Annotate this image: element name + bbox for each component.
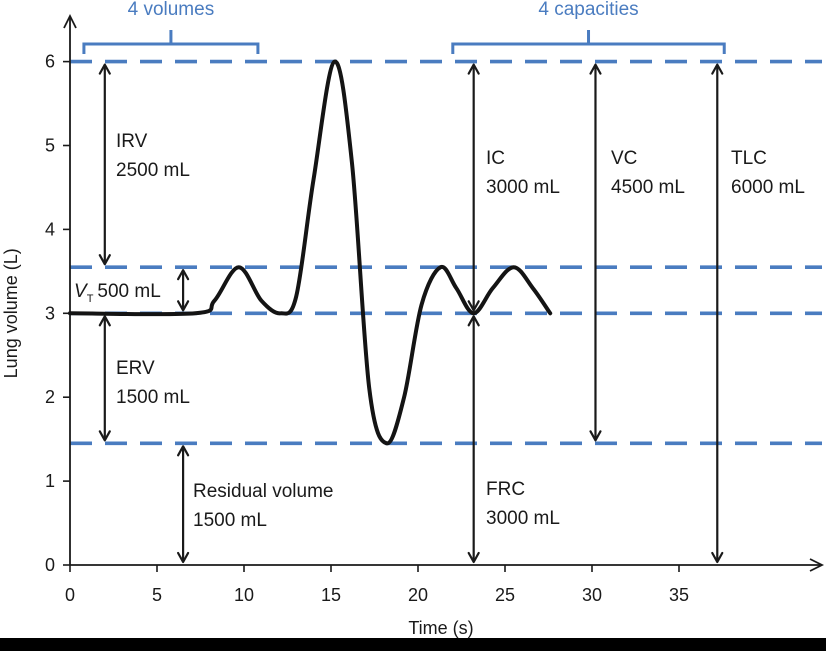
volumes-title: 4 volumes (128, 0, 215, 20)
erv-arrow-head-top (98, 315, 111, 327)
vc-arrow-head-bottom (589, 430, 602, 442)
y-tick-label: 4 (45, 219, 55, 239)
y-tick-label: 6 (45, 52, 55, 72)
vc-name: VC (611, 148, 637, 169)
y-tick-label: 5 (45, 136, 55, 156)
vt-label: VT 500 mL (74, 281, 161, 305)
vt-arrow-head-bottom (177, 300, 190, 312)
vt-arrow-head-top (177, 269, 190, 281)
volumes-bracket (82, 30, 260, 54)
irv-arrow-head-bottom (98, 254, 111, 266)
vt-value: 500 mL (97, 281, 160, 302)
frc-name: FRC (486, 479, 525, 500)
x-axis-arrow (809, 558, 825, 572)
ic-arrow-head-bottom (467, 300, 480, 312)
ic-value: 3000 mL (486, 177, 560, 198)
x-tick-label: 35 (669, 585, 689, 605)
x-axis-title: Time (s) (408, 618, 473, 638)
x-tick-label: 10 (234, 585, 254, 605)
erv-value: 1500 mL (116, 387, 190, 408)
y-axis-arrow (63, 13, 77, 29)
x-tick-label: 20 (408, 585, 428, 605)
erv-name: ERV (116, 358, 155, 379)
capacities-bracket (451, 30, 726, 54)
irv-name: IRV (116, 131, 148, 152)
irv-arrow-head-top (98, 63, 111, 75)
y-axis-title: Lung volume (L) (1, 248, 21, 378)
irv-value: 2500 mL (116, 160, 190, 181)
rv-name: Residual volume (193, 481, 333, 502)
ic-name: IC (486, 148, 505, 169)
x-tick-label: 30 (582, 585, 602, 605)
x-tick-label: 25 (495, 585, 515, 605)
tlc-value: 6000 mL (731, 177, 805, 198)
tlc-name: TLC (731, 148, 767, 169)
y-tick-label: 2 (45, 387, 55, 407)
frc-arrow-head-top (467, 315, 480, 327)
tlc-arrow-head-bottom (711, 551, 724, 564)
frc-value: 3000 mL (486, 508, 560, 529)
x-tick-label: 5 (152, 585, 162, 605)
vt-symbol: V (74, 281, 89, 302)
vt-subscript: T (87, 293, 94, 305)
rv-value: 1500 mL (193, 510, 267, 531)
rv-arrow-head-top (177, 445, 190, 457)
tlc-arrow-head-top (711, 63, 724, 75)
rv-arrow-head-bottom (177, 551, 190, 564)
y-tick-label: 0 (45, 555, 55, 575)
y-tick-label: 3 (45, 303, 55, 323)
x-tick-label: 15 (321, 585, 341, 605)
vc-arrow-head-top (589, 63, 602, 75)
frc-arrow-head-bottom (467, 551, 480, 564)
spirometry-trace (68, 59, 553, 446)
erv-arrow-head-bottom (98, 430, 111, 442)
vc-value: 4500 mL (611, 177, 685, 198)
capacities-title: 4 capacities (538, 0, 638, 20)
y-tick-label: 1 (45, 471, 55, 491)
ic-arrow-head-top (467, 63, 480, 75)
x-tick-label: 0 (65, 585, 75, 605)
